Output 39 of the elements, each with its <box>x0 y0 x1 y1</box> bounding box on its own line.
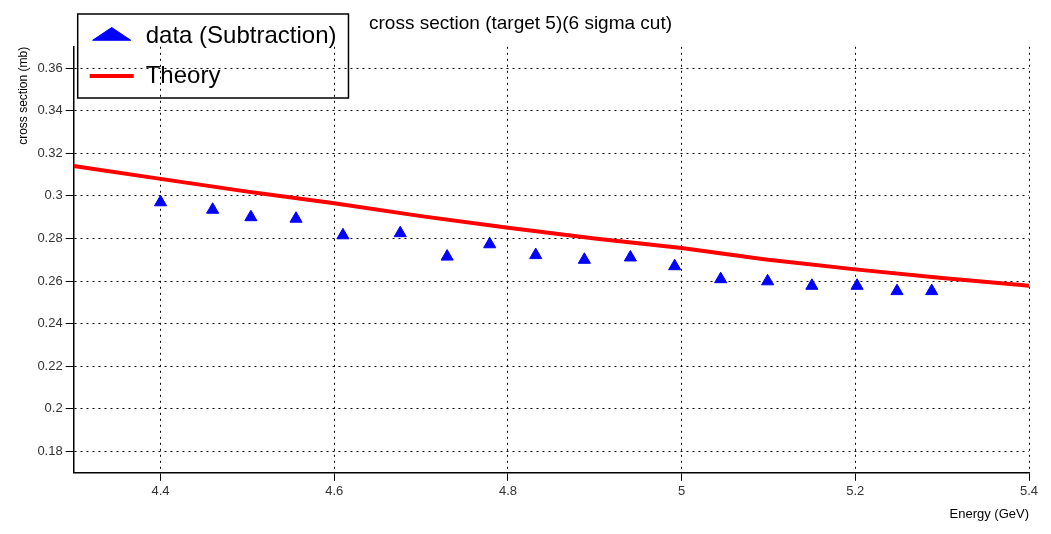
x-axis-title: Energy (GeV) <box>949 505 1029 521</box>
point <box>244 209 258 222</box>
point <box>714 271 728 284</box>
point <box>336 227 350 240</box>
y-axis-title: cross section (mb) <box>15 46 30 145</box>
y-tick-label: 0.34 <box>37 102 63 118</box>
x-tick-label: 4.6 <box>325 483 344 499</box>
chart-title: cross section (target 5)(6 sigma cut) <box>368 11 673 33</box>
y-tick-label: 0.28 <box>37 230 63 246</box>
point <box>483 236 497 249</box>
y-tick-label: 0.36 <box>37 59 63 75</box>
point <box>890 283 904 296</box>
point <box>623 249 637 262</box>
y-tick-label: 0.24 <box>37 315 63 331</box>
y-tick-label: 0.2 <box>44 400 63 416</box>
point <box>577 252 591 264</box>
legend-label: Theory <box>145 60 221 88</box>
point <box>761 273 775 286</box>
x-tick-label: 5.4 <box>1019 483 1039 499</box>
x-tick-label: 4.8 <box>498 483 517 499</box>
x-tick-label: 5.2 <box>846 483 865 499</box>
y-tick-label: 0.26 <box>37 272 63 288</box>
point <box>289 211 303 223</box>
point <box>393 225 407 238</box>
point <box>206 202 220 214</box>
point <box>153 194 168 207</box>
point <box>440 249 454 261</box>
y-tick-label: 0.3 <box>44 187 63 203</box>
y-tick-label: 0.32 <box>37 144 63 160</box>
point <box>805 278 819 290</box>
point <box>925 283 939 296</box>
point <box>529 247 543 260</box>
x-tick-label: 4.4 <box>151 483 170 499</box>
legend-label: data (Subtraction) <box>145 20 337 48</box>
point <box>850 278 864 290</box>
x-tick-label: 5 <box>678 483 686 499</box>
y-tick-label: 0.22 <box>37 357 63 373</box>
y-tick-label: 0.18 <box>37 443 63 459</box>
point <box>668 258 682 271</box>
